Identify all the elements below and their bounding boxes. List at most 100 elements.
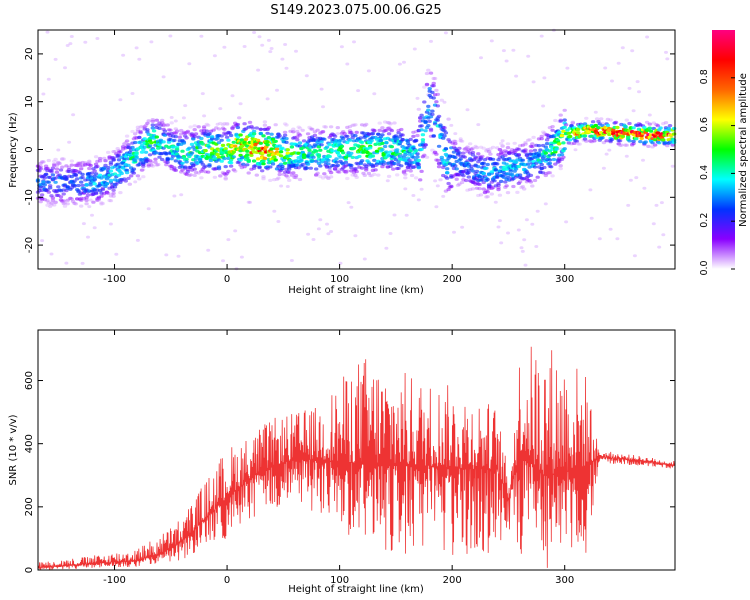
- spectrogram-cell: [654, 203, 659, 207]
- spectrogram-cell: [547, 161, 553, 165]
- spectrogram-cell: [572, 141, 577, 145]
- spectrogram-cell: [170, 145, 176, 149]
- spectrogram-cell: [202, 114, 207, 118]
- spectrogram-cell: [307, 125, 312, 129]
- spectrogram-cell: [438, 178, 443, 182]
- spectrogram-cell: [505, 146, 511, 150]
- spectrogram-cell: [577, 142, 582, 146]
- spectrogram-cell: [493, 200, 498, 204]
- spectrogram-cell: [372, 92, 377, 96]
- spectrogram-cell: [320, 130, 326, 134]
- spectrogram-cell: [624, 143, 629, 147]
- spectrogram-cell: [422, 100, 427, 104]
- spectrogram-cell: [102, 166, 107, 170]
- spectrogram-cell: [38, 200, 43, 204]
- spectrogram-cell: [54, 167, 60, 171]
- spectrogram-cell: [188, 173, 193, 177]
- spectrogram-cell: [93, 155, 99, 159]
- spectrogram-cell: [495, 162, 500, 166]
- spectrogram-cell: [73, 202, 79, 206]
- spectrogram-cell: [520, 143, 525, 147]
- spectrogram-cell: [141, 168, 146, 172]
- spectrogram-cell: [184, 130, 189, 134]
- spectrogram-cell: [208, 158, 214, 163]
- spectrogram-cell: [382, 120, 388, 124]
- spectrogram-cell: [183, 131, 188, 135]
- spectrogram-cell: [335, 126, 340, 130]
- spectrogram-cell: [426, 108, 431, 112]
- spectrogram-cell: [210, 147, 215, 151]
- spectrogram-cell: [520, 158, 525, 162]
- spectrogram-cell: [343, 169, 349, 174]
- spectrogram-cell: [242, 122, 247, 126]
- snr-panel: -100 0 100 200 300 0 200 400 600 Height of stra…: [8, 329, 676, 595]
- spectrogram-cell: [400, 133, 405, 137]
- spectrogram-cell: [327, 143, 332, 147]
- spectrogram-cell: [601, 141, 607, 145]
- spectrogram-cell: [320, 130, 326, 134]
- spectrogram-cell: [392, 161, 397, 166]
- spectrogram-cell: [69, 163, 75, 167]
- spectrogram-cell: [211, 128, 216, 132]
- spectrogram-cell: [403, 172, 408, 176]
- spectrogram-cell: [142, 125, 147, 129]
- spectrogram-x-label: Height of straight line (km): [288, 285, 424, 296]
- spectrogram-y-tick-label: 0: [24, 146, 35, 152]
- spectrogram-cell: [270, 162, 276, 166]
- spectrogram-cell: [353, 123, 358, 127]
- spectrogram-cell: [576, 127, 581, 131]
- spectrogram-cell: [519, 246, 524, 250]
- spectrogram-cell: [276, 176, 281, 180]
- spectrogram-cell: [224, 122, 230, 126]
- spectrogram-cell: [600, 136, 605, 140]
- spectrogram-cell: [352, 40, 356, 44]
- spectrogram-cell: [634, 176, 639, 180]
- spectrogram-cell: [135, 238, 140, 242]
- spectrogram-cell: [207, 164, 212, 168]
- spectrogram-cell: [181, 131, 187, 135]
- spectrogram-cell: [184, 172, 189, 176]
- spectrogram-cell: [655, 124, 661, 128]
- spectrogram-cell: [618, 144, 623, 148]
- spectrogram-cell: [54, 170, 60, 174]
- spectrogram-cell: [392, 213, 397, 217]
- spectrogram-cell: [523, 140, 528, 145]
- spectrogram-cell: [435, 92, 440, 96]
- spectrogram-cell: [287, 167, 292, 171]
- spectrogram-cell: [192, 173, 197, 177]
- spectrogram-cell: [299, 158, 304, 162]
- spectrogram-cell: [349, 151, 354, 155]
- spectrogram-cell: [269, 147, 274, 151]
- spectrogram-cell: [544, 142, 550, 146]
- spectrogram-cell: [216, 127, 222, 131]
- spectrogram-cell: [38, 161, 43, 165]
- spectrogram-cell: [76, 189, 81, 193]
- spectrogram-cell: [106, 191, 111, 195]
- spectrogram-cell: [269, 47, 274, 50]
- spectrogram-cell: [500, 149, 505, 153]
- spectrogram-cell: [180, 168, 185, 172]
- spectrogram-cell: [408, 163, 413, 167]
- spectrogram-cell: [573, 148, 578, 152]
- spectrogram-cell: [430, 148, 435, 152]
- spectrogram-cell: [457, 146, 462, 150]
- spectrogram-cell: [261, 159, 266, 163]
- spectrogram-cell: [273, 158, 278, 162]
- spectrogram-cell: [342, 132, 347, 136]
- spectrogram-cell: [631, 141, 636, 146]
- spectrogram-cell: [220, 123, 226, 127]
- spectrogram-cell: [346, 201, 351, 205]
- spectrogram-cell: [243, 137, 249, 141]
- spectrogram-cell: [277, 134, 282, 138]
- spectrogram-cell: [130, 129, 135, 134]
- spectrogram-cell: [92, 226, 97, 230]
- spectrogram-cell: [349, 166, 354, 170]
- spectrogram-cell: [261, 175, 266, 179]
- spectrogram-cell: [56, 162, 61, 166]
- spectrogram-cell: [439, 98, 444, 102]
- spectrogram-cell: [218, 174, 223, 178]
- spectrogram-cell: [528, 173, 534, 177]
- spectrogram-cell: [478, 157, 484, 161]
- spectrogram-cell: [485, 190, 490, 194]
- spectrogram-cell: [497, 148, 503, 152]
